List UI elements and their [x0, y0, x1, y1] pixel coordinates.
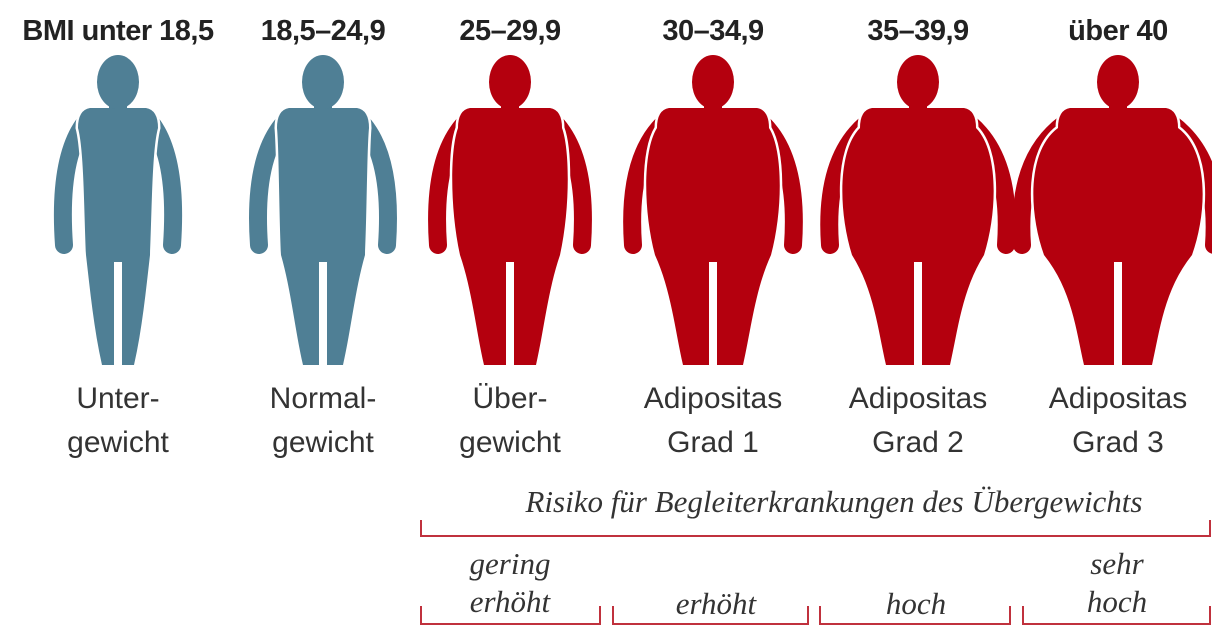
body [1030, 105, 1206, 368]
category-label: Adipositas [849, 382, 987, 415]
figure [820, 55, 1016, 368]
category-label: Adipositas [644, 382, 782, 415]
head [692, 55, 734, 109]
risk-level: gering [470, 546, 551, 581]
body [75, 105, 161, 368]
risk-level: erhöht [470, 584, 552, 619]
category-label: Grad 3 [1072, 426, 1164, 459]
bmi-range: BMI unter 18,5 [22, 15, 214, 47]
category-label: Über- [472, 382, 547, 415]
category-label: Normal- [270, 382, 377, 415]
bmi-range: 25–29,9 [459, 15, 561, 47]
risk-level: sehr [1090, 546, 1144, 581]
bmi-range: 35–39,9 [867, 15, 969, 47]
body [839, 105, 997, 368]
bmi-range: über 40 [1068, 15, 1168, 47]
category-label: gewicht [272, 426, 374, 459]
head [97, 55, 139, 109]
head [489, 55, 531, 109]
head [1097, 55, 1139, 109]
bmi-range: 18,5–24,9 [261, 15, 386, 47]
risk-title: Risiko für Begleiterkrankungen des Überg… [525, 484, 1143, 519]
risk-level: hoch [886, 586, 946, 621]
head [897, 55, 939, 109]
risk-bracket [420, 520, 1211, 537]
category-label: gewicht [67, 426, 169, 459]
category-label: gewicht [459, 426, 561, 459]
body [274, 105, 372, 368]
body [643, 105, 783, 368]
risk-level: hoch [1087, 584, 1147, 619]
figure [249, 55, 397, 368]
level-brackets [420, 606, 1211, 625]
body [449, 105, 571, 368]
figure [428, 55, 592, 368]
category-label: Grad 2 [872, 426, 964, 459]
category-label: Unter- [76, 382, 159, 415]
figure [53, 55, 183, 368]
category-label: Adipositas [1049, 382, 1187, 415]
head [302, 55, 344, 109]
category-label: Grad 1 [667, 426, 759, 459]
figure [1012, 55, 1212, 368]
bmi-range: 30–34,9 [662, 15, 764, 47]
risk-level: erhöht [676, 586, 758, 621]
figure [623, 55, 803, 368]
